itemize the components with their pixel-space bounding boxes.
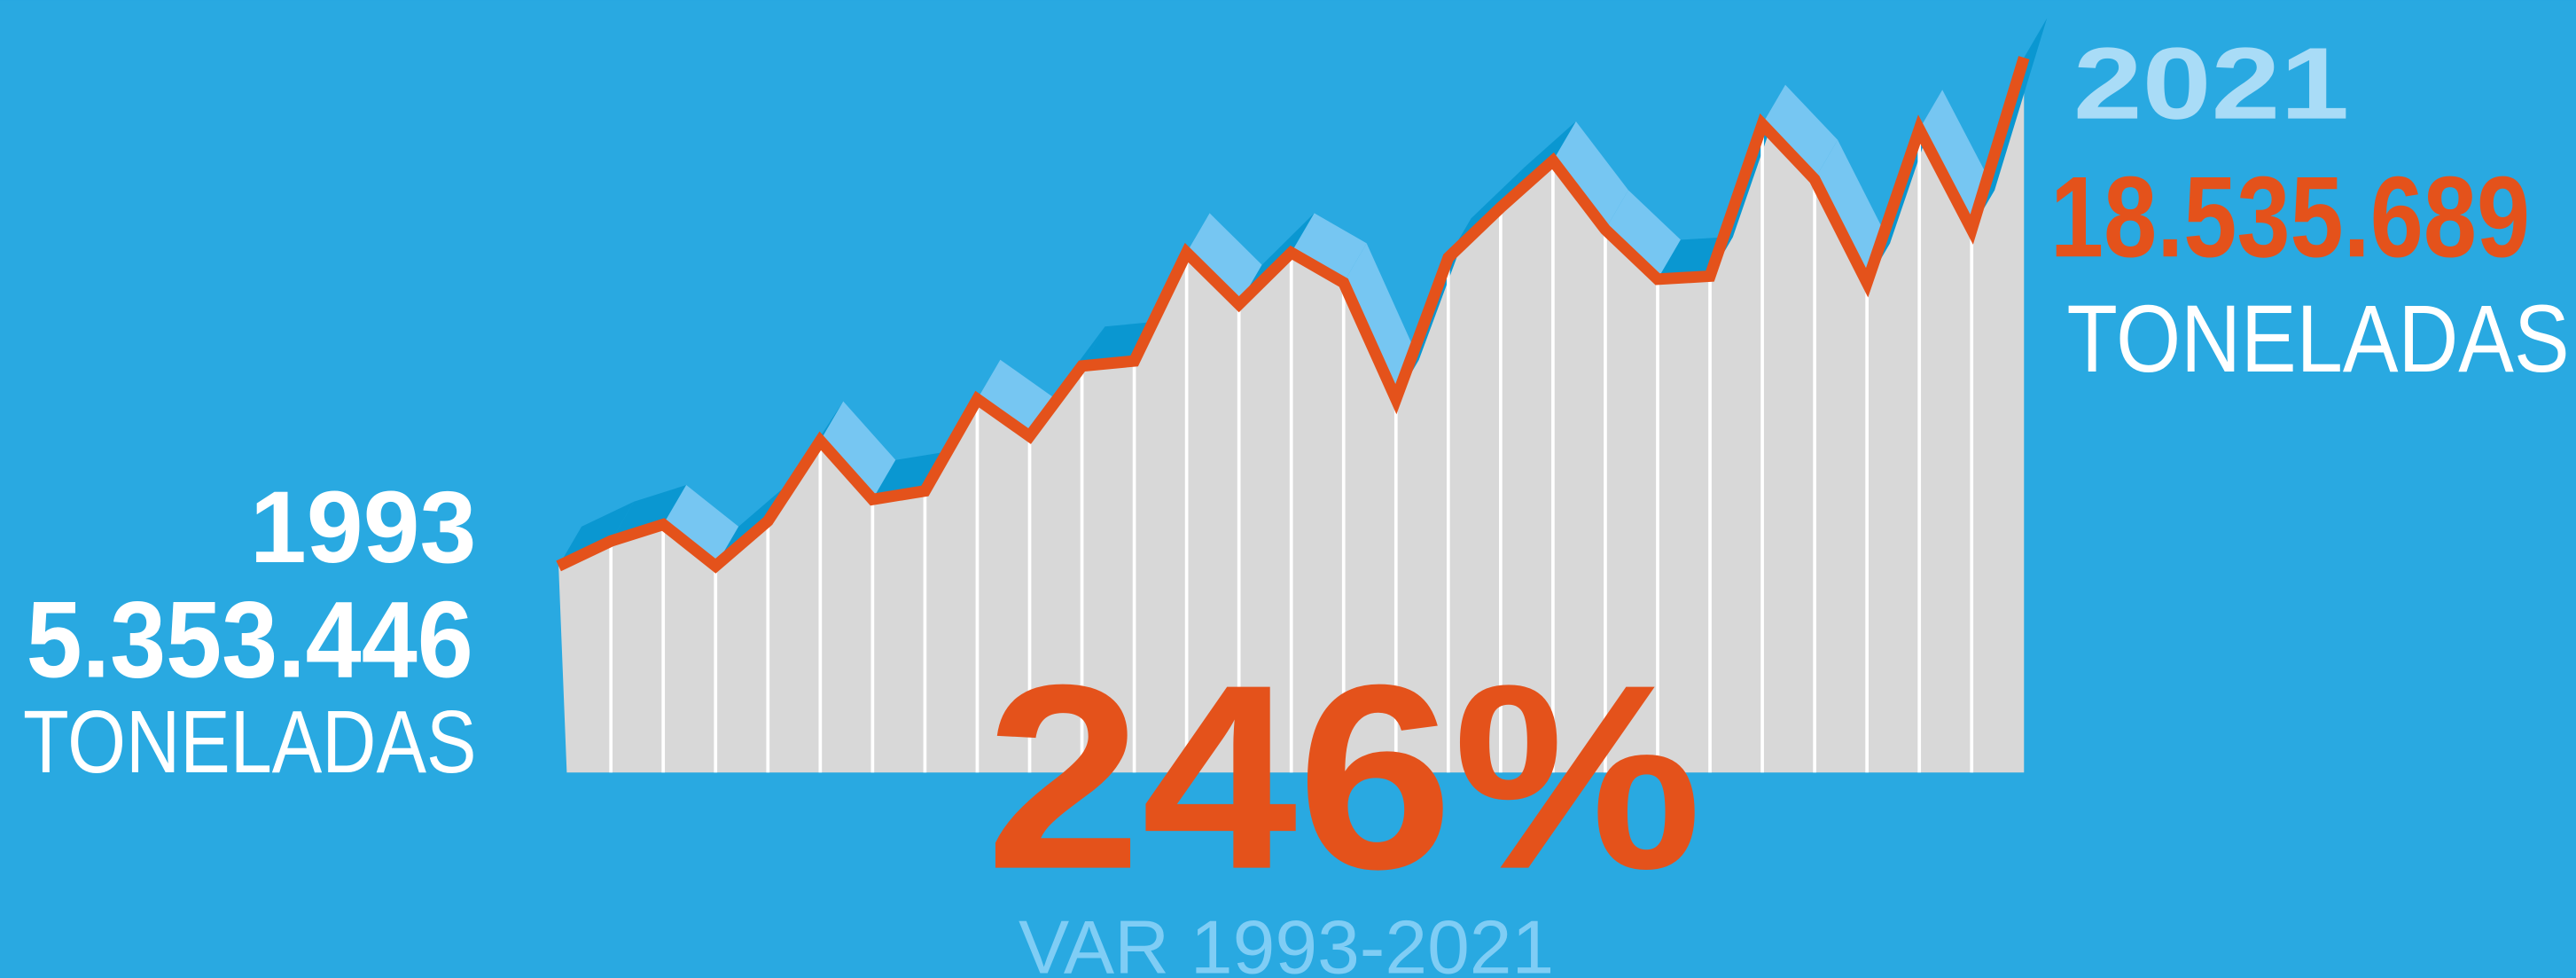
ribbon: [1815, 139, 1891, 283]
ribbon: [1081, 321, 1158, 366]
ribbon: [1186, 213, 1262, 305]
end-unit: TONELADAS: [2066, 286, 2569, 392]
ribbon: [663, 485, 739, 567]
ribbon: [820, 401, 896, 500]
end-value: 18.535.689: [2050, 153, 2530, 281]
ribbon: [1604, 190, 1681, 279]
ribbon: [1762, 84, 1838, 180]
end-year: 2021: [2073, 27, 2349, 141]
subtitle: VAR 1993-2021: [1019, 905, 1554, 978]
ribbon: [611, 485, 687, 542]
change-annotation: 246%: [986, 630, 1702, 924]
ribbon: [1343, 243, 1419, 400]
ribbon: [558, 501, 635, 567]
line: [556, 56, 2030, 574]
start-value: 5.353.446: [27, 579, 473, 700]
ribbon: [1919, 90, 1995, 230]
start-year: 1993: [250, 471, 477, 584]
ribbon: [1552, 121, 1628, 230]
start-unit: TONELADAS: [23, 692, 477, 792]
ribbon: [872, 451, 948, 500]
ribbon: [1291, 213, 1367, 283]
plot-area: [556, 18, 2048, 773]
ribbon: [977, 359, 1053, 436]
